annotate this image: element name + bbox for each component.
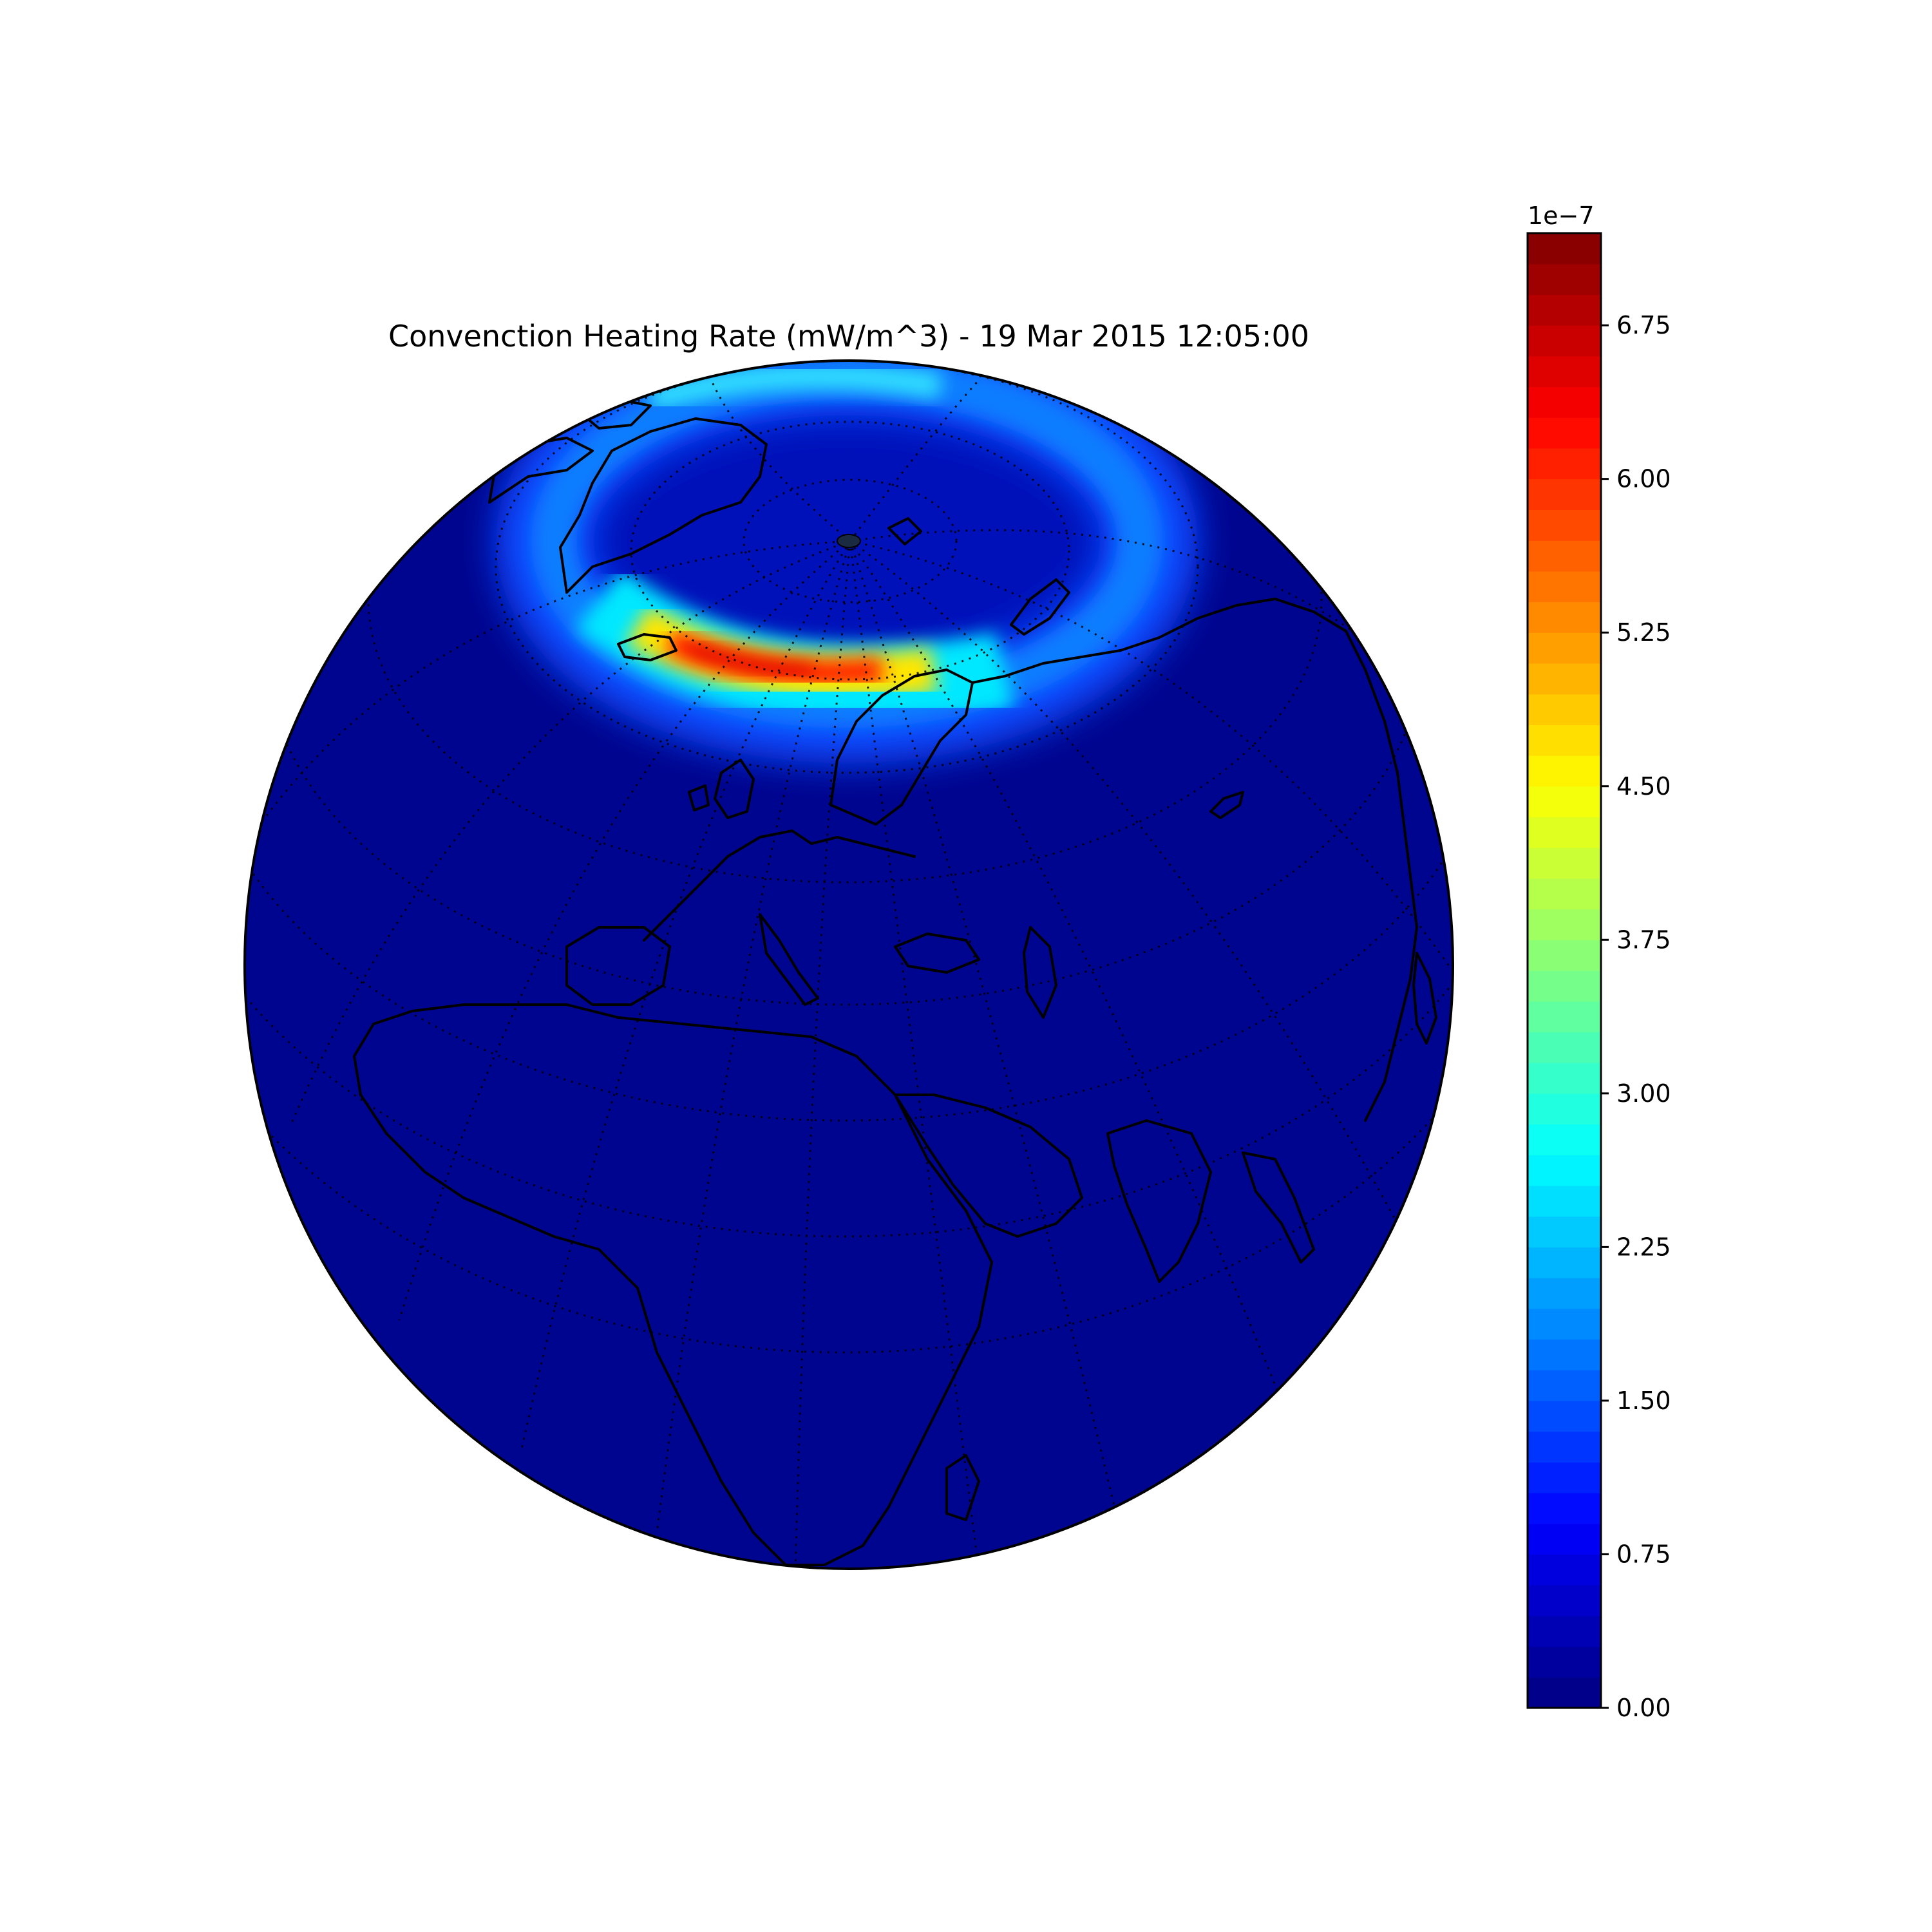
colorbar-level — [1528, 940, 1601, 971]
colorbar-level — [1528, 1400, 1601, 1432]
colorbar-level — [1528, 509, 1601, 541]
colorbar-tick-label: 1.50 — [1616, 1387, 1671, 1415]
colorbar-level — [1528, 1646, 1601, 1678]
colorbar-level — [1528, 909, 1601, 940]
colorbar-level — [1528, 478, 1601, 510]
colorbar-level — [1528, 1585, 1601, 1616]
colorbar-level — [1528, 540, 1601, 572]
colorbar-level — [1528, 1216, 1601, 1247]
colorbar-level — [1528, 1185, 1601, 1217]
colorbar-level — [1528, 1431, 1601, 1463]
colorbar-level — [1528, 1339, 1601, 1370]
colorbar-level — [1528, 1093, 1601, 1125]
colorbar-multiplier: 1e−7 — [1528, 202, 1595, 230]
colorbar-level — [1528, 1308, 1601, 1340]
colorbar-level — [1528, 786, 1601, 818]
globe-map — [243, 359, 1454, 1570]
colorbar-tick-label: 4.50 — [1616, 772, 1671, 800]
colorbar-tick-label: 0.00 — [1616, 1694, 1671, 1722]
globe-background — [245, 361, 1453, 1569]
colorbar-tick-label: 5.25 — [1616, 618, 1671, 647]
colorbar-level — [1528, 1615, 1601, 1647]
colorbar-level — [1528, 386, 1601, 418]
colorbar-tick-label: 3.00 — [1616, 1079, 1671, 1108]
colorbar-level — [1528, 1001, 1601, 1033]
pole-marker — [837, 534, 861, 548]
colorbar-level — [1528, 755, 1601, 787]
colorbar-level — [1528, 817, 1601, 848]
colorbar-tick-label: 6.75 — [1616, 311, 1671, 339]
colorbar-level — [1528, 448, 1601, 480]
colorbar-level — [1528, 571, 1601, 603]
colorbar-level — [1528, 1278, 1601, 1309]
colorbar-tick-label: 6.00 — [1616, 465, 1671, 493]
colorbar-level — [1528, 1124, 1601, 1155]
colorbar-level — [1528, 1155, 1601, 1186]
colorbar-level — [1528, 325, 1601, 357]
colorbar-level — [1528, 694, 1601, 725]
colorbar-level — [1528, 263, 1601, 296]
colorbar-level — [1528, 632, 1601, 664]
colorbar-frame — [1526, 232, 1602, 1709]
colorbar-level — [1528, 1677, 1601, 1709]
colorbar-level — [1528, 1032, 1601, 1063]
colorbar-level — [1528, 724, 1601, 756]
colorbar-levels — [1528, 233, 1601, 1709]
chart-title: Convenction Heating Rate (mW/m^3) - 19 M… — [388, 319, 1309, 354]
colorbar-level — [1528, 417, 1601, 449]
globe-outline — [243, 359, 1454, 1570]
colorbar-level — [1528, 1493, 1601, 1524]
colorbar-level — [1528, 1523, 1601, 1555]
colorbar-level — [1528, 233, 1601, 265]
colorbar-level — [1528, 848, 1601, 879]
colorbar-level — [1528, 355, 1601, 388]
colorbar-level — [1528, 601, 1601, 633]
auroral-arc-top — [647, 363, 943, 412]
coastlines — [353, 398, 1437, 1566]
colorbar-level — [1528, 1063, 1601, 1094]
colorbar-tick-label: 0.75 — [1616, 1540, 1671, 1568]
colorbar: 1e−7 0.00 0.75 1.50 2.25 3.00 3.75 4.50 5.25 6.0… — [1526, 202, 1671, 1722]
colorbar-ticks: 0.00 0.75 1.50 2.25 3.00 3.75 4.50 5.25 6.00 6.75 — [1601, 311, 1671, 1722]
colorbar-level — [1528, 971, 1601, 1002]
colorbar-level — [1528, 663, 1601, 695]
colorbar-level — [1528, 1370, 1601, 1401]
hot-band-core — [687, 642, 812, 675]
colorbar-level — [1528, 1462, 1601, 1493]
colorbar-level — [1528, 1554, 1601, 1586]
colorbar-tick-label: 2.25 — [1616, 1233, 1671, 1261]
colorbar-level — [1528, 294, 1601, 326]
colorbar-level — [1528, 878, 1601, 910]
colorbar-level — [1528, 1247, 1601, 1278]
colorbar-tick-label: 3.75 — [1616, 925, 1671, 954]
